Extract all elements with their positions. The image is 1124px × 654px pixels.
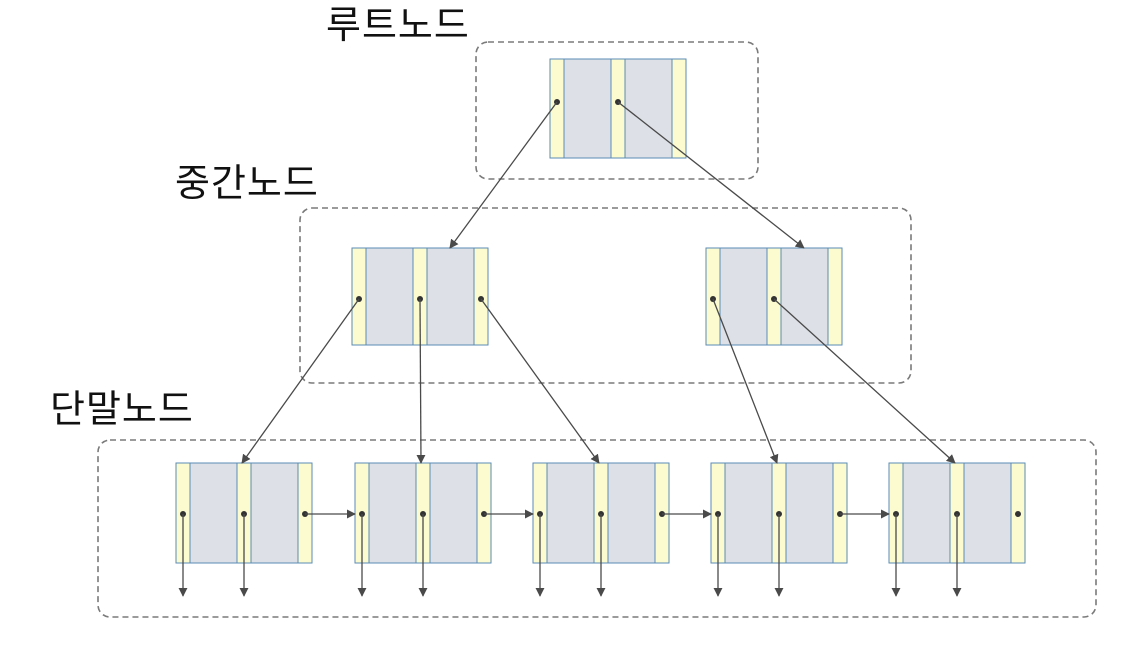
root-level-label: 루트노드 (326, 3, 470, 47)
key-cell (563, 58, 612, 159)
internal-child-edge (712, 298, 779, 464)
key-cell (719, 247, 768, 346)
key-cell (785, 462, 834, 564)
root-child-edge (449, 101, 558, 249)
internal-child-edge (241, 298, 360, 464)
pointer-cell (827, 247, 843, 346)
key-cell (902, 462, 951, 564)
key-cell (429, 462, 478, 564)
internal-child-edge (480, 298, 600, 464)
key-cell (189, 462, 238, 564)
root-level-group (475, 41, 759, 180)
key-cell (963, 462, 1012, 564)
key-cell (365, 247, 414, 346)
leaf-level-group (97, 439, 1097, 618)
leaf-node-5 (888, 462, 1026, 564)
key-cell (607, 462, 656, 564)
leaf-node-3 (532, 462, 670, 564)
internal-level-label: 중간노드 (175, 161, 319, 205)
key-cell (368, 462, 417, 564)
key-cell (724, 462, 773, 564)
pointer-cell (610, 58, 626, 159)
internal-child-edge (773, 298, 956, 464)
root-node (549, 58, 687, 159)
key-cell (624, 58, 673, 159)
internal-node-2 (705, 247, 843, 346)
internal-level-group (299, 207, 912, 384)
pointer-dot (1015, 511, 1021, 517)
key-cell (250, 462, 299, 564)
leaf-node-4 (710, 462, 848, 564)
key-cell (426, 247, 475, 346)
key-cell (546, 462, 595, 564)
internal-child-edge (416, 298, 426, 464)
key-cell (780, 247, 829, 346)
pointer-cell (671, 58, 687, 159)
root-child-edge (617, 101, 805, 249)
leaf-level-label: 단말노드 (50, 387, 194, 431)
